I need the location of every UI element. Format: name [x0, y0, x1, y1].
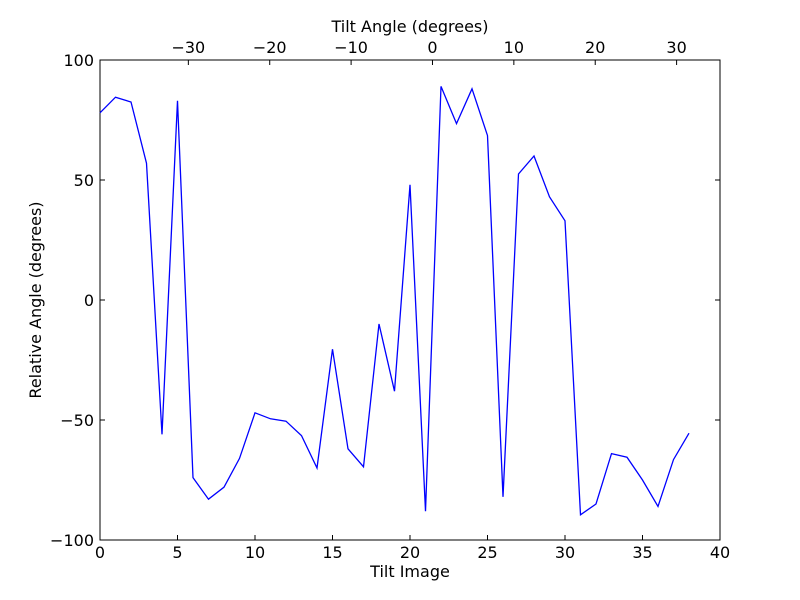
top-tick-label: 30	[666, 38, 686, 57]
x-tick-label: 5	[172, 543, 182, 562]
top-tick-label: −10	[334, 38, 368, 57]
series-line	[99, 86, 690, 517]
top-tick-label: −20	[253, 38, 287, 57]
top-axis-title: Tilt Angle (degrees)	[330, 17, 488, 36]
x-tick-label: 35	[632, 543, 652, 562]
plot-area	[99, 59, 721, 541]
y-tick-label: 100	[63, 51, 94, 70]
y-tick-label: 50	[74, 171, 94, 190]
top-tick-label: −30	[171, 38, 205, 57]
y-tick-label: 0	[84, 291, 94, 310]
x-tick-label: 10	[245, 543, 265, 562]
x-tick-label: 15	[322, 543, 342, 562]
y-axis-title: Relative Angle (degrees)	[26, 201, 45, 398]
x-tick-label: 0	[95, 543, 105, 562]
ticks: 0 5 10 15 20 25 30 35 40−30 −20 −10 0 10 20 30−100−500…	[50, 38, 730, 562]
top-tick-label: 20	[585, 38, 605, 57]
y-tick-label: −100	[50, 531, 94, 550]
x-axis-title: Tilt Image	[369, 562, 450, 581]
top-tick-label: 0	[427, 38, 437, 57]
x-tick-label: 40	[710, 543, 730, 562]
series	[99, 86, 690, 517]
x-tick-label: 20	[400, 543, 420, 562]
y-tick-label: −50	[60, 411, 94, 430]
x-tick-label: 25	[477, 543, 497, 562]
top-tick-label: 10	[504, 38, 524, 57]
x-tick-label: 30	[555, 543, 575, 562]
